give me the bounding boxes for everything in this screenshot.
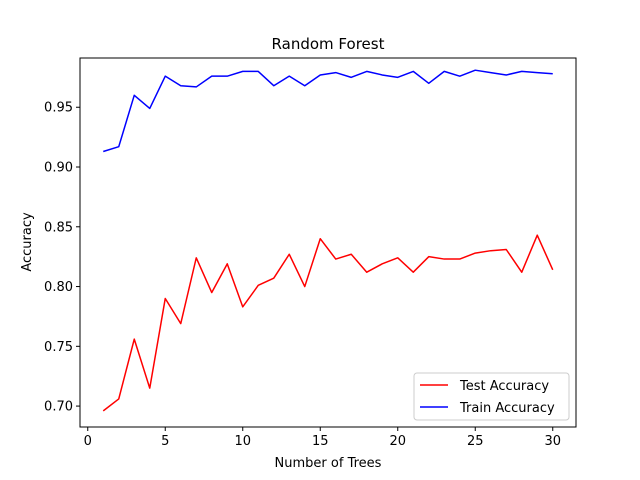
x-tick-label: 15 (312, 434, 329, 449)
y-tick-label: 0.90 (44, 161, 73, 176)
x-axis: 0 5 10 15 20 25 30 (84, 427, 561, 449)
legend-label-train-accuracy: Train Accuracy (459, 401, 555, 416)
x-axis-label: Number of Trees (275, 456, 382, 471)
x-tick-label: 10 (234, 434, 251, 449)
x-tick-label: 30 (544, 434, 561, 449)
y-tick-label: 0.80 (44, 280, 73, 295)
x-tick-label: 20 (389, 434, 406, 449)
plot-area (102, 69, 554, 412)
y-tick-label: 0.95 (44, 101, 73, 116)
legend: Test Accuracy Train Accuracy (413, 372, 570, 421)
x-tick-label: 5 (161, 434, 169, 449)
y-tick-label: 0.85 (44, 220, 73, 235)
x-tick-label: 0 (84, 434, 92, 449)
axes-frame (79, 57, 577, 428)
chart-title: Random Forest (272, 35, 385, 53)
y-tick-label: 0.70 (44, 400, 73, 415)
legend-label-test-accuracy: Test Accuracy (459, 379, 549, 394)
y-axis-label: Accuracy (20, 212, 35, 272)
legend-box (413, 372, 570, 421)
series-line-test-accuracy (102, 234, 554, 412)
y-tick-label: 0.75 (44, 340, 73, 355)
series-line-train-accuracy (103, 69, 553, 153)
x-tick-label: 25 (467, 434, 484, 449)
y-axis: 0.70 0.75 0.80 0.85 0.90 0.95 (44, 101, 80, 415)
